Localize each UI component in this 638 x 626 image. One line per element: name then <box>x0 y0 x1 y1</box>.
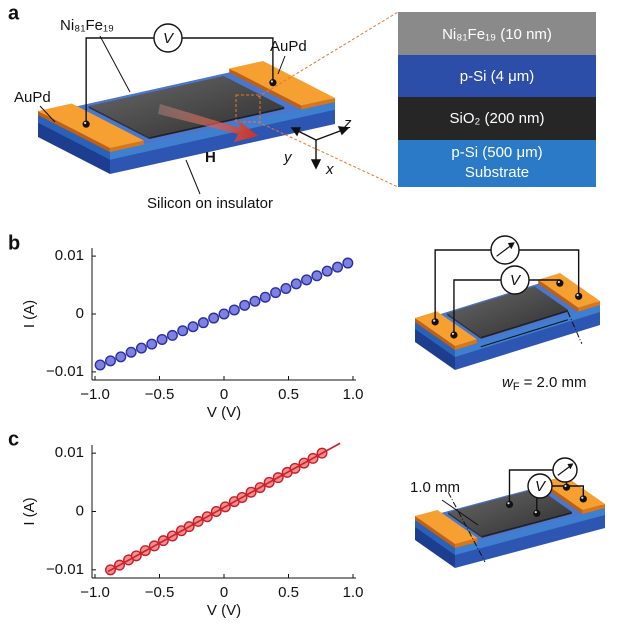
substrate-label: Silicon on insulator <box>147 195 273 212</box>
contact <box>269 79 276 86</box>
axis-label: z <box>343 115 352 132</box>
y-tick-label: 0 <box>76 305 84 322</box>
figure: a b c Ni₈₁Fe₁₉ (10 nm) p-Si (4 μm) SiO₂ … <box>0 0 638 626</box>
x-tick-label: −0.5 <box>145 386 175 403</box>
contact-highlight <box>84 122 86 124</box>
data-point <box>271 288 281 298</box>
y-tick-label: −0.01 <box>46 561 84 578</box>
axis-label: x <box>325 161 334 178</box>
data-point <box>240 301 250 311</box>
contact <box>580 495 587 502</box>
contact-highlight <box>564 485 566 487</box>
data-point <box>230 305 240 315</box>
x-tick-label: −1.0 <box>80 386 110 403</box>
leader <box>100 36 130 92</box>
contact <box>563 484 570 491</box>
x-tick-label: −0.5 <box>145 584 175 601</box>
field-label: H <box>205 149 216 166</box>
chart: −0.01 0 0.01 −1.0 −0.5 0 0.5 1.0 V (V) I (A) <box>21 247 363 421</box>
contact <box>556 280 563 287</box>
contact <box>533 510 540 517</box>
y-tick-label: 0.01 <box>55 444 84 461</box>
layer-label: Substrate <box>465 164 529 181</box>
contact-highlight <box>433 320 435 322</box>
contact-highlight <box>452 333 454 335</box>
x-tick-label: 0.5 <box>278 386 299 403</box>
y-tick-label: 0 <box>76 502 84 519</box>
contact-highlight <box>535 511 537 513</box>
data-point <box>281 284 291 294</box>
panel-label: c <box>8 428 19 450</box>
layer-label: p-Si (4 μm) <box>460 68 534 85</box>
leader <box>186 160 200 194</box>
contact <box>506 501 513 508</box>
data-point <box>137 343 147 353</box>
x-tick-label: 1.0 <box>343 584 364 601</box>
data-point <box>168 331 178 341</box>
data-point <box>199 318 209 328</box>
width-subscript: F <box>513 381 520 393</box>
contact <box>575 293 582 300</box>
data-point <box>302 275 312 285</box>
x-axis-label: V (V) <box>207 602 241 619</box>
y-tick-label: −0.01 <box>46 363 84 380</box>
data-point <box>106 356 116 366</box>
data-point <box>322 266 332 276</box>
axes-icon <box>292 127 348 168</box>
gap-label: 1.0 mm <box>410 479 460 496</box>
contact <box>432 318 439 325</box>
contact-highlight <box>581 497 583 499</box>
pad-label: AuPd <box>14 89 51 106</box>
data-point <box>147 339 157 349</box>
y-axis-label: I (A) <box>21 497 38 525</box>
y-axis-label: I (A) <box>21 300 38 328</box>
data-point <box>343 258 353 268</box>
x-tick-label: −1.0 <box>80 584 110 601</box>
layer-label: Ni₈₁Fe₁₉ (10 nm) <box>442 26 552 43</box>
contact-highlight <box>558 281 560 283</box>
fit-line <box>108 443 340 571</box>
data-point <box>209 313 219 323</box>
film-label: Ni₈₁Fe₁₉ <box>60 17 114 34</box>
data-point <box>250 296 260 306</box>
contact <box>450 331 457 338</box>
data-point <box>95 360 105 370</box>
data-point <box>188 322 198 332</box>
panel-label: b <box>8 232 20 254</box>
x-tick-label: 1.0 <box>343 386 364 403</box>
data-point <box>178 326 188 336</box>
data-point <box>219 309 229 319</box>
data-point <box>291 279 301 289</box>
x-tick-label: 0 <box>220 386 228 403</box>
axis-label: y <box>283 149 293 166</box>
x-axis-label: V (V) <box>207 404 241 421</box>
data-point <box>312 271 322 281</box>
data-point <box>333 262 343 272</box>
width-value: = 2.0 mm <box>524 374 587 391</box>
width-label: wF= 2.0 mm <box>502 374 587 393</box>
chart: −0.01 0 0.01 −1.0 −0.5 0 0.5 1.0 V (V) I (A) <box>21 443 363 619</box>
contact-highlight <box>271 80 273 82</box>
data-point <box>126 347 136 357</box>
contact-highlight <box>577 294 579 296</box>
layer-label: p-Si (500 μm) <box>451 144 542 161</box>
contact <box>83 121 90 128</box>
layer-label: SiO₂ (200 nm) <box>449 110 544 127</box>
contact-highlight <box>507 502 509 504</box>
data-point <box>116 352 126 362</box>
y-tick-label: 0.01 <box>55 247 84 264</box>
data-point <box>260 292 270 302</box>
data-point <box>157 335 167 345</box>
x-tick-label: 0.5 <box>278 584 299 601</box>
panel-label: a <box>8 2 20 24</box>
pad-label: AuPd <box>270 38 307 55</box>
x-tick-label: 0 <box>220 584 228 601</box>
